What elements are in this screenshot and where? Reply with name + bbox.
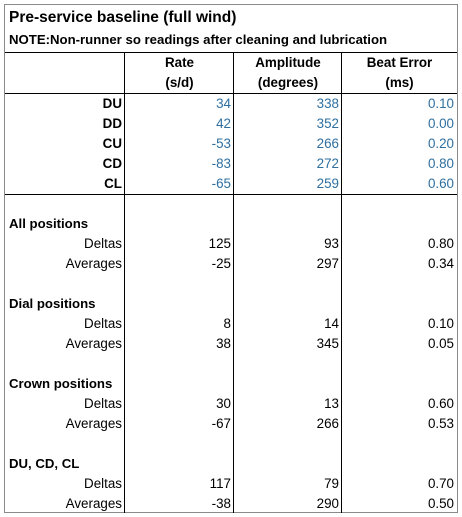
position-label: DD [102,116,122,131]
positions-bottom-border [5,194,457,195]
section-title-row: Dial positions [5,294,457,314]
table-row: CU -53 266 0.20 [5,134,457,154]
position-label: DU [102,96,122,111]
beat-error-value: 0.10 [427,96,454,111]
beat-error-value: 0.60 [427,396,454,411]
beat-error-value: 0.05 [427,336,454,351]
unit-row: (s/d) (degrees) (ms) [5,73,457,93]
beat-error-value: 0.80 [427,156,454,171]
section-title-row: DU, CD, CL [5,454,457,474]
beat-error-value: 0.53 [427,416,454,431]
table-row: Averages -25 297 0.34 [5,254,457,274]
column-divider [341,53,342,513]
deltas-label: Deltas [84,476,122,491]
table-row: Deltas 117 79 0.70 [5,474,457,494]
section-title: DU, CD, CL [9,456,80,471]
table-row: Averages 38 345 0.05 [5,334,457,354]
amplitude-value: 352 [316,116,339,131]
section-title: Crown positions [9,376,113,391]
beat-error-value: 0.34 [427,256,454,271]
beat-error-value: 0.60 [427,176,454,191]
table-title: Pre-service baseline (full wind) [9,9,237,26]
averages-label: Averages [65,336,122,351]
beat-error-unit: (ms) [385,75,414,90]
amplitude-value: 13 [324,396,339,411]
deltas-label: Deltas [84,396,122,411]
table-row: DD 42 352 0.00 [5,114,457,134]
beat-error-value: 0.10 [427,316,454,331]
amplitude-header: Amplitude [255,55,321,70]
amplitude-value: 345 [316,336,339,351]
rate-value: 42 [216,116,231,131]
rate-value: -53 [211,136,231,151]
averages-label: Averages [65,416,122,431]
amplitude-value: 272 [316,156,339,171]
table-row: Deltas 30 13 0.60 [5,394,457,414]
amplitude-value: 266 [316,136,339,151]
rate-unit: (s/d) [165,75,194,90]
amplitude-value: 259 [316,176,339,191]
beat-error-value: 0.20 [427,136,454,151]
rate-value: 125 [208,236,231,251]
averages-label: Averages [65,496,122,511]
header-bottom-border [5,93,457,94]
rate-value: -38 [211,496,231,511]
amplitude-value: 79 [324,476,339,491]
title-row: Pre-service baseline (full wind) [5,8,457,28]
table-row: CD -83 272 0.80 [5,154,457,174]
amplitude-value: 297 [316,256,339,271]
header-row: Rate Amplitude Beat Error [5,53,457,73]
section-title: All positions [9,216,89,231]
table-note: NOTE:Non-runner so readings after cleani… [9,32,388,47]
rate-value: 30 [216,396,231,411]
deltas-label: Deltas [84,316,122,331]
table-row: Deltas 125 93 0.80 [5,234,457,254]
section-title-row: All positions [5,214,457,234]
rate-value: 117 [209,476,231,491]
position-label: CU [102,136,122,151]
column-divider [124,53,125,513]
amplitude-value: 290 [316,496,339,511]
rate-value: 38 [216,336,231,351]
table-row: Deltas 8 14 0.10 [5,314,457,334]
rate-value: -67 [211,416,231,431]
rate-value: 34 [216,96,231,111]
rate-value: -83 [211,156,231,171]
beat-error-value: 0.80 [427,236,454,251]
rate-value: 8 [223,316,231,331]
section-title-row: Crown positions [5,374,457,394]
amplitude-value: 338 [316,96,339,111]
table-row: Averages -67 266 0.53 [5,414,457,434]
rate-value: -25 [211,256,231,271]
table-row: DU 34 338 0.10 [5,94,457,114]
amplitude-value: 266 [316,416,339,431]
deltas-label: Deltas [84,236,122,251]
note-row: NOTE:Non-runner so readings after cleani… [5,30,457,50]
amplitude-value: 93 [324,236,339,251]
rate-header: Rate [164,55,195,70]
beat-error-value: 0.00 [427,116,454,131]
beat-error-value: 0.50 [427,496,454,511]
header-top-border [5,52,457,53]
table-row: Averages -38 290 0.50 [5,494,457,514]
amplitude-value: 14 [324,316,339,331]
averages-label: Averages [65,256,122,271]
table-row: CL -65 259 0.60 [5,174,457,194]
section-title: Dial positions [9,296,96,311]
beat-error-header: Beat Error [366,55,433,70]
position-label: CD [102,156,122,171]
baseline-table: Pre-service baseline (full wind) NOTE:No… [4,4,458,513]
beat-error-value: 0.70 [427,476,454,491]
amplitude-unit: (degrees) [257,75,319,90]
column-divider [233,53,234,513]
position-label: CL [104,176,122,191]
rate-value: -65 [211,176,231,191]
